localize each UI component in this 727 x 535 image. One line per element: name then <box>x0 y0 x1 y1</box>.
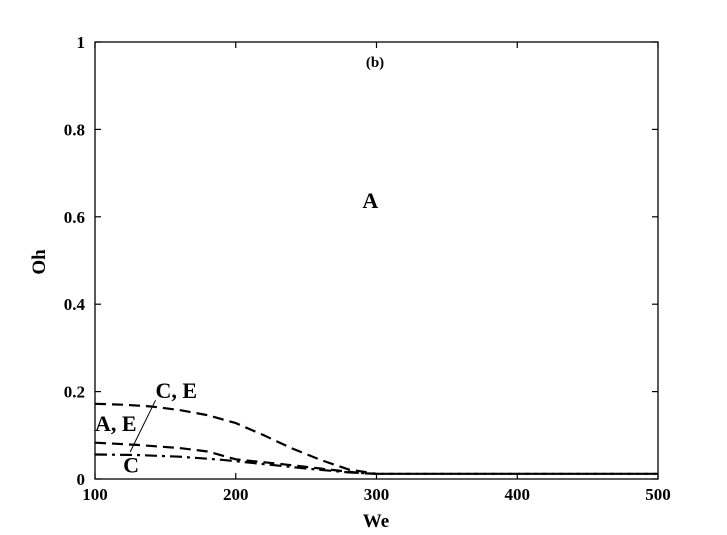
panel-label: (b) <box>366 55 384 71</box>
leader-line <box>129 400 156 453</box>
x-tick-label: 300 <box>364 485 390 504</box>
y-axis-label: Oh <box>29 249 50 275</box>
region-label: A <box>362 188 378 213</box>
boundary-line-1 <box>94 402 658 475</box>
region-label: C <box>123 452 139 477</box>
region-label: A, E <box>95 411 137 436</box>
x-tick-label: 400 <box>505 485 531 504</box>
plot-frame <box>94 41 659 480</box>
x-tick-label: 200 <box>223 485 249 504</box>
y-tick-label: 0 <box>77 470 86 489</box>
region-label: C, E <box>156 378 198 403</box>
y-tick-label: 1 <box>77 33 86 52</box>
y-tick-label: 0.4 <box>64 295 86 314</box>
x-tick-label: 100 <box>82 485 108 504</box>
x-axis-label: We <box>363 511 389 532</box>
y-tick-label: 0.8 <box>64 120 85 139</box>
y-tick-label: 0.6 <box>64 208 85 227</box>
x-tick-label: 500 <box>645 485 671 504</box>
boundary-line-2 <box>94 441 658 475</box>
y-tick-label: 0.2 <box>64 383 85 402</box>
